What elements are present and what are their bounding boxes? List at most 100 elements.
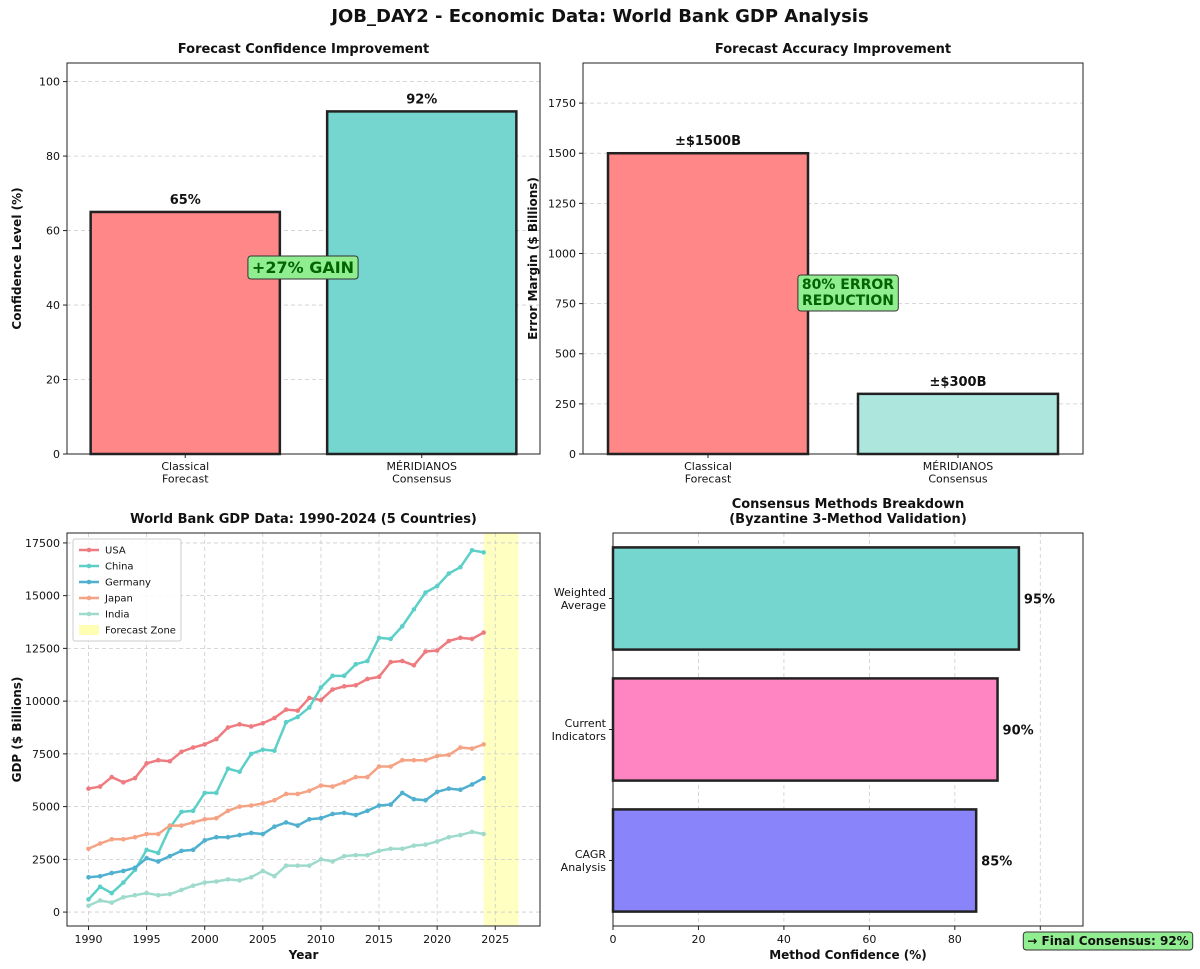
point xyxy=(365,676,370,682)
annotation-box xyxy=(797,274,899,312)
point xyxy=(121,895,126,900)
point xyxy=(341,853,347,859)
point xyxy=(318,697,324,703)
y-tick-label: 60 xyxy=(46,225,60,238)
point xyxy=(237,832,242,838)
y-axis-label: GDP ($ Billions) xyxy=(10,677,24,783)
point xyxy=(202,742,208,747)
point xyxy=(248,724,254,729)
point xyxy=(365,774,370,780)
point xyxy=(272,824,277,829)
annotation: → Final Consensus: 92% xyxy=(1027,934,1188,948)
point xyxy=(272,873,277,879)
annotation: +27% GAIN xyxy=(252,258,354,277)
point xyxy=(97,884,103,890)
point xyxy=(458,564,463,570)
point xyxy=(190,808,196,814)
point xyxy=(423,842,428,847)
point xyxy=(388,764,393,769)
point xyxy=(86,874,91,880)
y-tick-label: 1000 xyxy=(548,247,576,260)
point xyxy=(469,746,475,751)
bar xyxy=(89,210,282,456)
bar xyxy=(611,677,999,782)
point xyxy=(399,846,405,852)
point xyxy=(202,816,208,822)
point xyxy=(458,635,463,641)
point xyxy=(190,883,196,889)
point xyxy=(179,749,184,755)
plot-frame xyxy=(66,532,541,927)
point xyxy=(469,547,475,553)
point xyxy=(423,590,428,595)
y-tick-label: 750 xyxy=(555,298,576,311)
x-axis-label: Year xyxy=(288,948,319,962)
point xyxy=(330,673,335,679)
plot-frame xyxy=(612,532,1084,927)
point xyxy=(283,863,289,868)
point xyxy=(283,719,289,725)
point xyxy=(469,636,475,642)
point xyxy=(353,661,359,667)
point xyxy=(330,859,335,864)
point xyxy=(481,775,486,781)
point xyxy=(458,832,463,838)
legend-label: USA xyxy=(105,546,126,557)
point xyxy=(214,834,219,840)
point xyxy=(481,831,486,837)
annotation-box xyxy=(1022,931,1194,951)
point xyxy=(225,725,231,730)
point xyxy=(225,766,231,771)
point xyxy=(155,831,161,837)
point xyxy=(307,863,312,868)
value-label: 92% xyxy=(406,92,437,107)
point xyxy=(237,722,242,727)
point xyxy=(144,855,149,861)
point xyxy=(458,745,463,750)
point xyxy=(295,708,300,713)
point xyxy=(376,635,382,641)
point xyxy=(388,846,393,852)
x-tick-label: MÉRIDIANOS Consensus xyxy=(387,460,457,486)
point xyxy=(376,848,382,854)
point xyxy=(214,879,219,884)
point xyxy=(341,780,347,785)
y-tick-label: 1750 xyxy=(548,97,576,110)
legend-swatch xyxy=(86,563,92,569)
point xyxy=(202,880,208,885)
x-tick-label: 2010 xyxy=(307,933,335,946)
y-tick-label: 10000 xyxy=(25,695,60,708)
point xyxy=(434,583,440,589)
y-tick-label: 250 xyxy=(555,398,576,411)
point xyxy=(399,658,405,664)
x-tick-label: 2015 xyxy=(365,933,393,946)
point xyxy=(144,847,149,853)
point xyxy=(155,850,161,856)
y-axis-label: Error Margin ($ Billions) xyxy=(526,177,540,340)
point xyxy=(155,757,161,763)
x-tick-label: MÉRIDIANOS Consensus xyxy=(923,460,993,486)
point xyxy=(283,707,289,712)
y-tick-label: 0 xyxy=(53,906,60,919)
panel-title: Forecast Confidence Improvement xyxy=(178,42,429,57)
x-tick-label: 40 xyxy=(777,933,791,946)
point xyxy=(388,802,393,807)
point xyxy=(214,790,219,796)
point xyxy=(481,742,486,747)
value-label: ±$300B xyxy=(930,375,987,390)
point xyxy=(179,848,184,854)
x-tick-label: 80 xyxy=(948,933,962,946)
point xyxy=(97,873,103,879)
legend-label: Japan xyxy=(104,594,133,605)
x-tick-label: 1995 xyxy=(133,933,161,946)
y-tick-label: 40 xyxy=(46,299,60,312)
x-tick-label: 2005 xyxy=(249,933,277,946)
point xyxy=(190,745,196,750)
point xyxy=(248,874,254,880)
value-label: 65% xyxy=(170,193,201,208)
point xyxy=(121,880,126,885)
point xyxy=(434,648,440,653)
point xyxy=(330,811,335,817)
point xyxy=(399,757,405,763)
